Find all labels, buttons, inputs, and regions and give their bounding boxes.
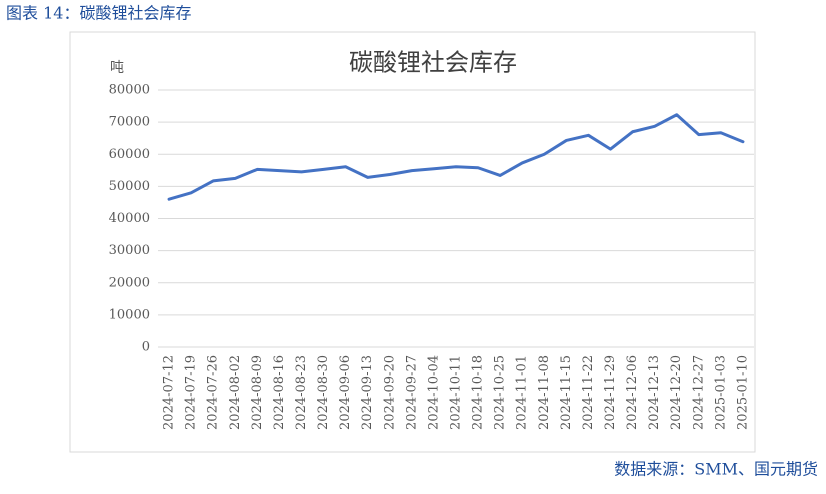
x-tick-label: 2024-08-02 — [228, 355, 243, 430]
x-tick-label: 2024-10-25 — [493, 355, 508, 430]
y-unit: 吨 — [110, 60, 124, 76]
x-tick-label: 2024-10-04 — [426, 355, 441, 430]
chart-title: 碳酸锂社会库存 — [349, 49, 517, 77]
x-tick-label: 2025-01-10 — [735, 355, 750, 430]
x-tick-label: 2024-11-22 — [581, 355, 596, 430]
y-tick-label: 80000 — [109, 83, 150, 98]
y-tick-label: 10000 — [109, 307, 150, 322]
x-tick-label: 2024-07-26 — [206, 355, 221, 430]
x-tick-label: 2024-08-16 — [272, 355, 287, 430]
y-tick-label: 0 — [142, 340, 150, 355]
y-tick-label: 20000 — [109, 275, 150, 290]
x-tick-label: 2024-08-09 — [250, 355, 265, 430]
x-tick-label: 2024-12-27 — [691, 355, 706, 430]
x-tick-label: 2024-10-11 — [449, 355, 464, 430]
x-tick-label: 2024-11-15 — [559, 355, 574, 430]
source: 数据来源：SMM、国元期货 — [614, 460, 818, 479]
x-tick-label: 2024-12-13 — [647, 355, 662, 430]
y-tick-label: 60000 — [109, 147, 150, 162]
y-tick-label: 40000 — [109, 211, 150, 226]
x-tick-label: 2024-12-20 — [669, 355, 684, 430]
y-tick-label: 30000 — [109, 243, 150, 258]
x-tick-label: 2024-08-30 — [316, 355, 331, 430]
x-tick-label: 2024-07-19 — [184, 355, 199, 430]
y-tick-label: 50000 — [109, 179, 150, 194]
x-tick-label: 2024-09-27 — [404, 355, 419, 430]
line — [167, 113, 745, 201]
x-tick-label: 2024-09-13 — [360, 355, 375, 430]
x-tick-label: 2024-09-20 — [382, 355, 397, 430]
x-tick-label: 2024-07-12 — [162, 355, 177, 430]
x-tick-label: 2024-11-01 — [515, 355, 530, 430]
x-tick-label: 2024-08-23 — [294, 355, 309, 430]
chart-frame — [69, 31, 756, 453]
x-tick-label: 2025-01-03 — [713, 355, 728, 430]
header: 图表 14：碳酸锂社会库存 — [6, 4, 191, 23]
x-tick-label: 2024-12-06 — [625, 355, 640, 430]
x-tick-label: 2024-09-06 — [338, 355, 353, 430]
y-tick-label: 70000 — [109, 115, 150, 130]
x-tick-label: 2024-10-18 — [471, 355, 486, 430]
x-tick-label: 2024-11-08 — [537, 355, 552, 430]
x-tick-label: 2024-11-29 — [603, 355, 618, 430]
